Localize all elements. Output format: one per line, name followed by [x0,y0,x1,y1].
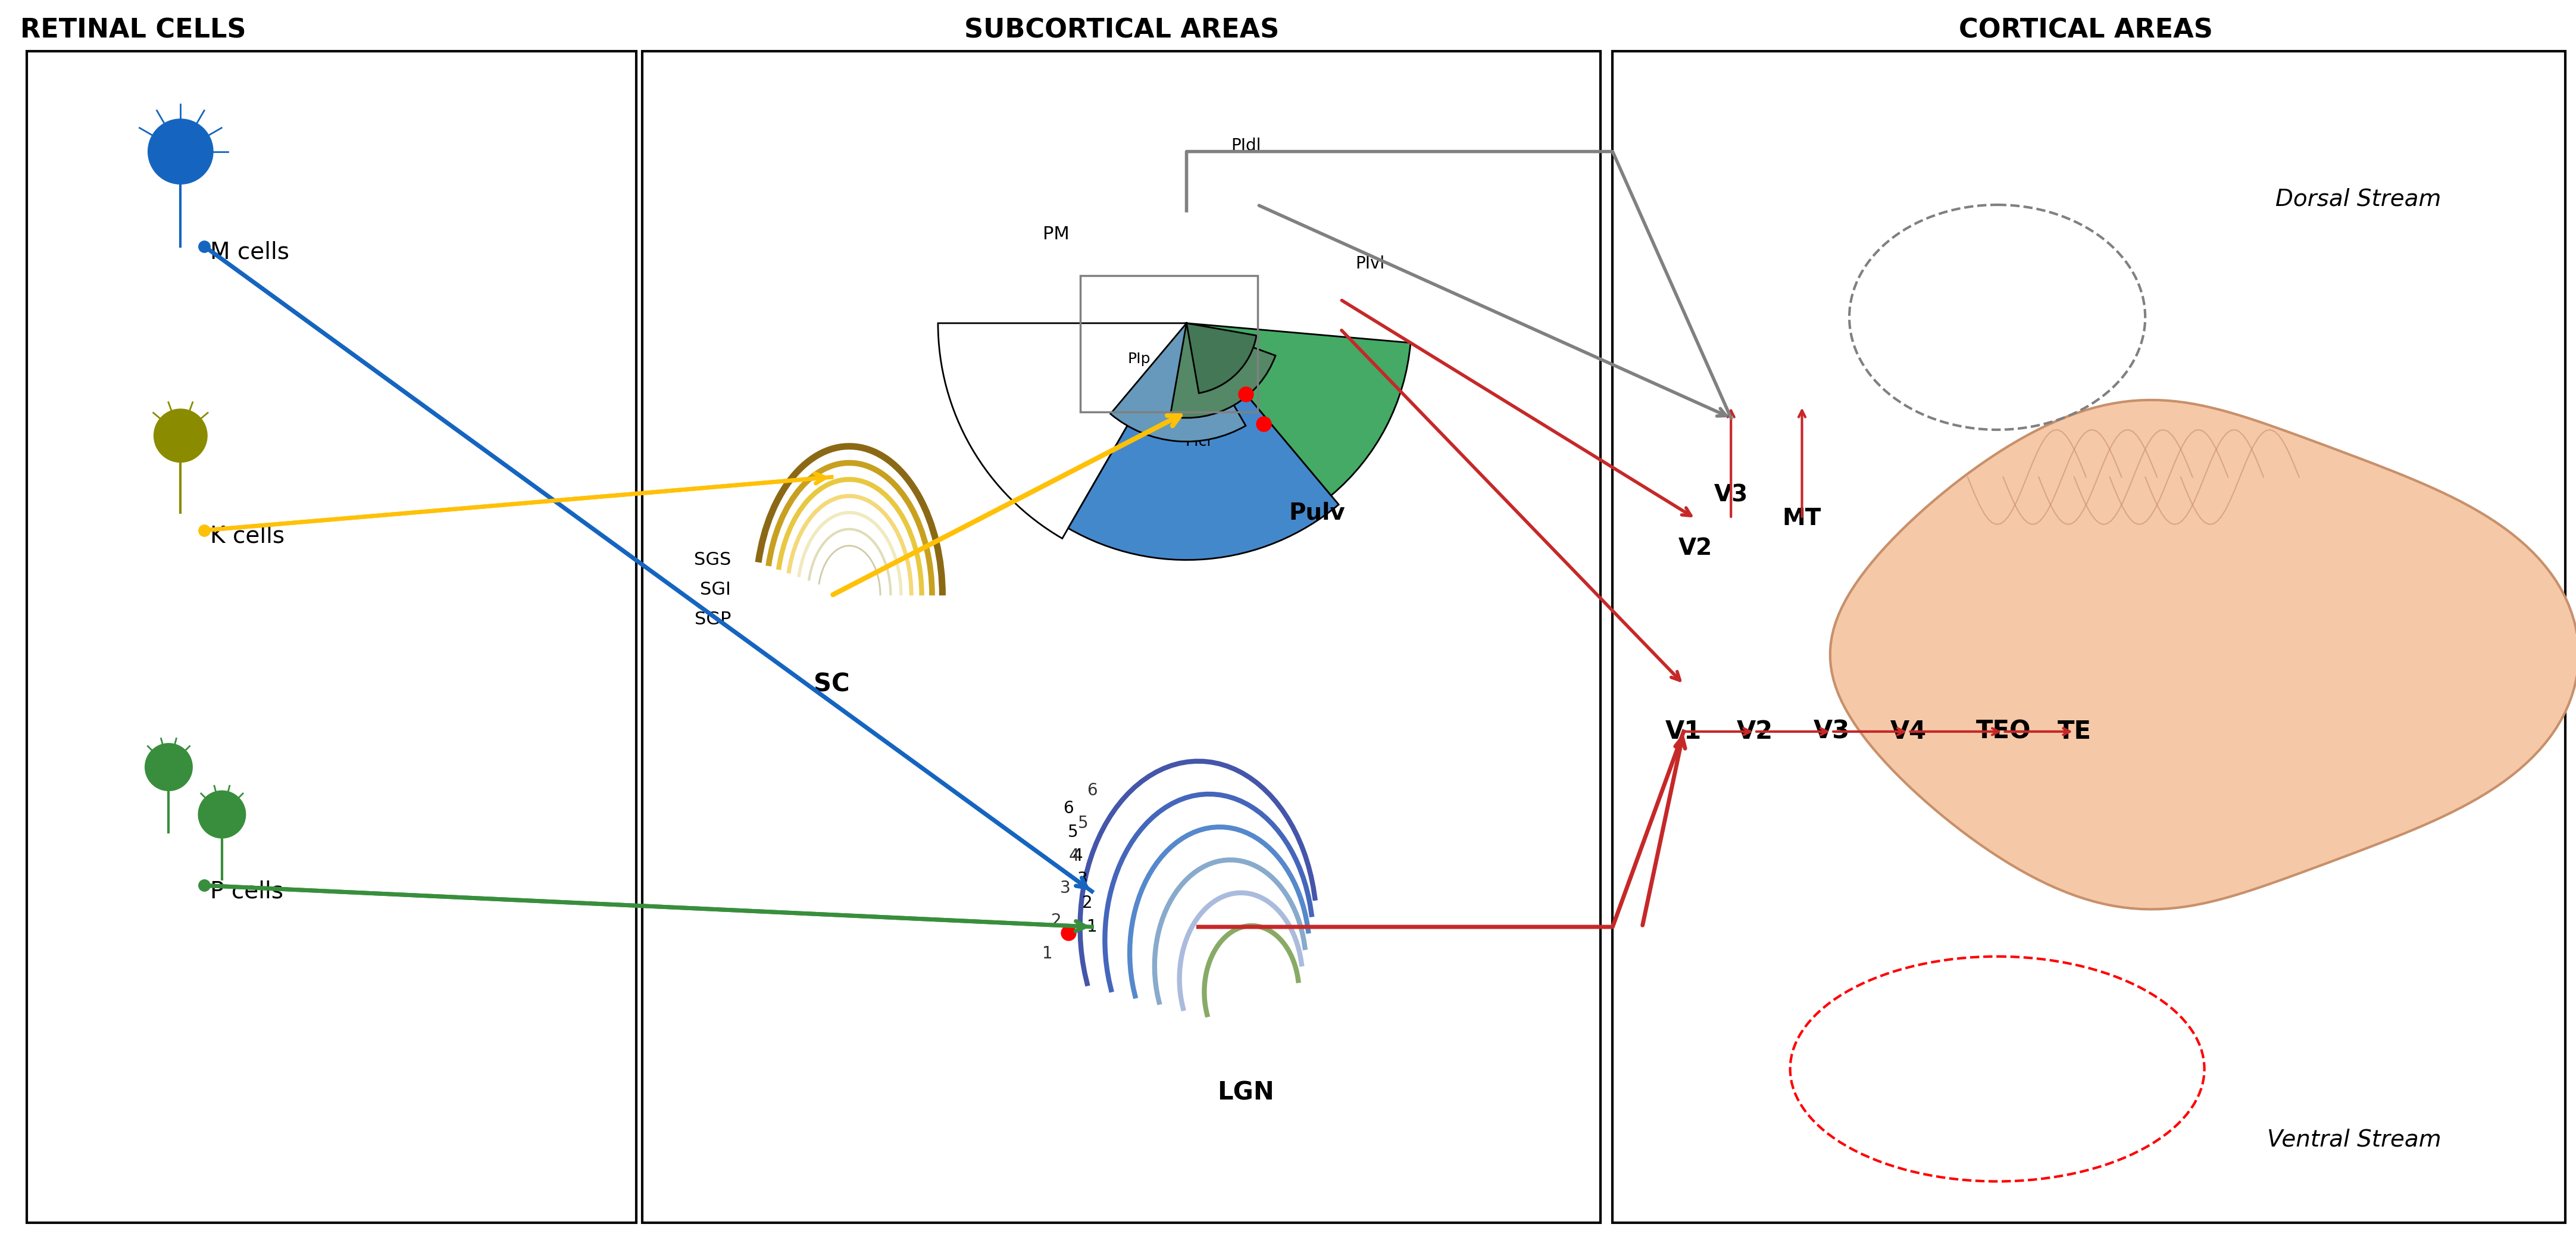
Text: TEO: TEO [1976,719,2030,744]
Text: SGI: SGI [701,580,732,598]
Wedge shape [1170,324,1275,418]
Text: CORTICAL AREAS: CORTICAL AREAS [1958,17,2213,43]
Circle shape [147,119,214,184]
Text: V4: V4 [1891,719,1927,744]
Text: MT: MT [1783,507,1821,529]
Text: V2: V2 [1736,719,1772,744]
Text: SUBCORTICAL AREAS: SUBCORTICAL AREAS [963,17,1278,43]
Text: SC: SC [814,672,850,697]
Circle shape [198,791,245,838]
Text: V3: V3 [1814,719,1850,744]
Text: 2: 2 [1082,895,1092,911]
Text: K cells: K cells [211,525,283,548]
Wedge shape [1069,324,1340,560]
Text: 1: 1 [1087,919,1097,935]
Text: 3: 3 [1077,872,1087,888]
Text: V3: V3 [1713,484,1749,506]
Text: PIp: PIp [1128,352,1151,366]
Text: PIcm: PIcm [1157,408,1193,422]
Text: 5: 5 [1077,815,1087,832]
Text: 2: 2 [1051,913,1061,929]
Text: 5: 5 [1066,823,1079,841]
Text: SGS: SGS [693,552,732,569]
Circle shape [144,744,193,791]
Text: 3: 3 [1059,880,1072,897]
Text: PIvl: PIvl [1355,255,1386,273]
Text: 6: 6 [1087,782,1097,799]
Wedge shape [938,324,1188,538]
Text: 6: 6 [1064,800,1074,817]
Bar [1613,51,2566,1223]
Circle shape [155,409,206,463]
Text: Dorsal Stream: Dorsal Stream [2275,187,2442,211]
Text: TE: TE [2058,719,2092,744]
Text: PIm: PIm [1144,381,1172,396]
Text: RETINAL CELLS: RETINAL CELLS [21,17,247,43]
Bar [641,51,1600,1223]
Wedge shape [1188,324,1257,393]
Text: PM: PM [1043,226,1069,243]
Text: PIdl: PIdl [1231,138,1260,154]
Text: P cells: P cells [211,880,283,903]
Bar [26,51,636,1223]
Bar [1079,275,1257,412]
Wedge shape [1110,324,1247,441]
Text: V1: V1 [1667,719,1703,744]
Text: 1: 1 [1043,945,1054,962]
Text: 4: 4 [1069,847,1079,864]
Polygon shape [1829,401,2576,909]
Wedge shape [1188,324,1412,496]
Text: Ventral Stream: Ventral Stream [2267,1128,2442,1151]
Text: 4: 4 [1072,847,1082,864]
Text: SGP: SGP [696,610,732,627]
Text: LGN: LGN [1218,1080,1275,1105]
Text: M cells: M cells [211,241,289,263]
Text: Pulv: Pulv [1288,501,1345,523]
Text: PIcl: PIcl [1185,434,1211,449]
Text: V2: V2 [1680,537,1713,559]
